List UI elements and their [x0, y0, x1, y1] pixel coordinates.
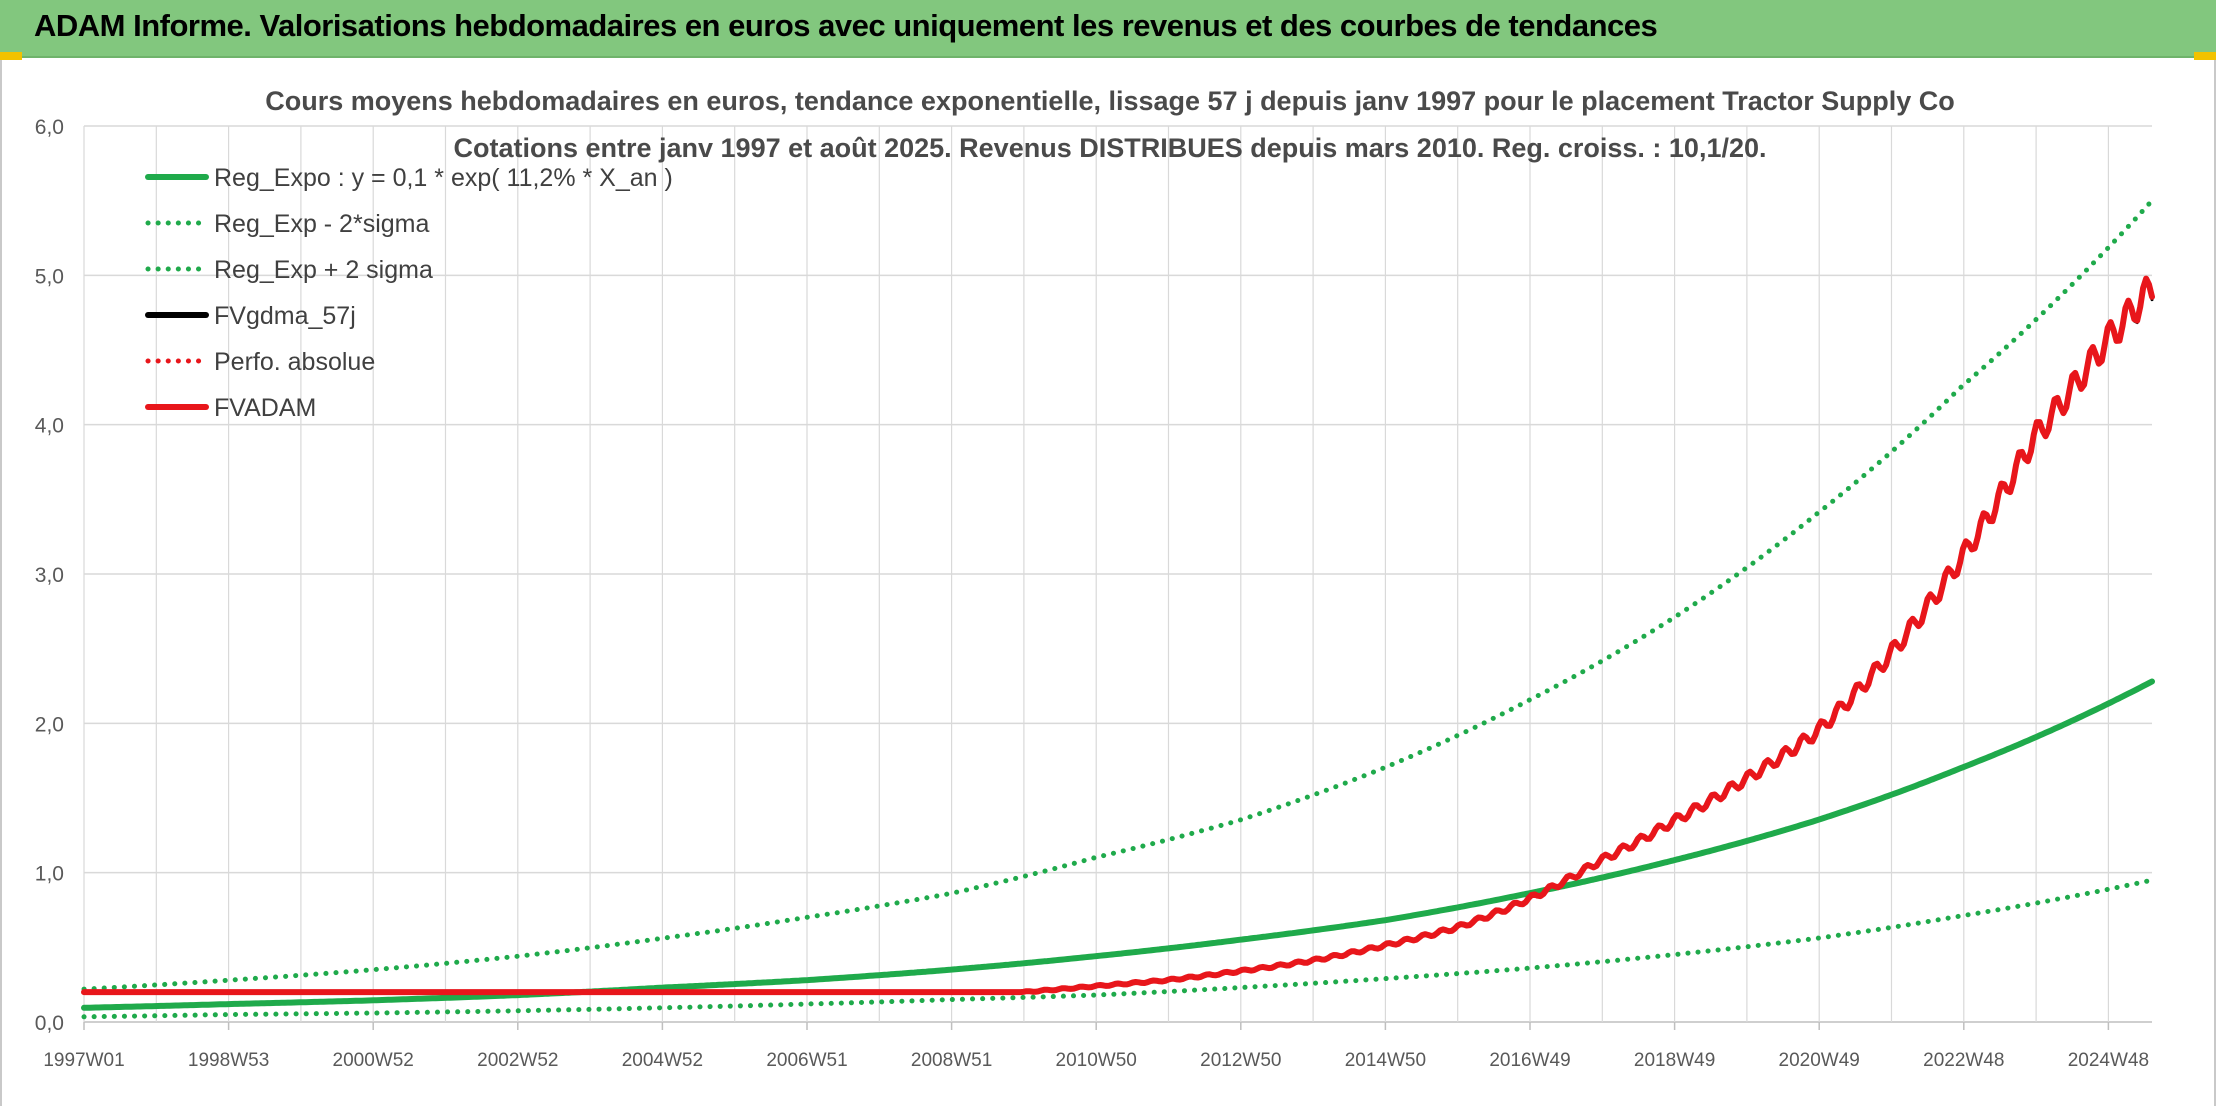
chart: 0,0 1,0 2,0 3,0 4,0 5,0 6,0 1997W01 1998W53 2000…: [35, 86, 2155, 1071]
x-tick-label: 2018W49: [1634, 1050, 1715, 1071]
chart-legend: Reg_Expo : y = 0,1 * exp( 11,2% * X_an )…: [145, 164, 673, 422]
chart-series: [81, 198, 2155, 1020]
x-tick-label: 2020W49: [1779, 1050, 1860, 1071]
x-axis-ticks: 1997W01 1998W53 2000W52 2002W52 2004W52 2006W…: [43, 1050, 2149, 1071]
left-corner-accent: [0, 52, 22, 60]
y-tick-label: 0,0: [35, 1012, 64, 1035]
legend-label: Reg_Exp - 2*sigma: [214, 210, 429, 238]
chart-frame: [0, 60, 2216, 1106]
y-axis-ticks: 0,0 1,0 2,0 3,0 4,0 5,0 6,0: [35, 116, 64, 1035]
right-corner-accent: [2194, 52, 2216, 60]
y-tick-label: 5,0: [35, 265, 64, 288]
legend-label: Reg_Exp + 2 sigma: [214, 256, 433, 284]
x-tick-label: 2016W49: [1489, 1050, 1570, 1071]
x-tick-label: 2002W52: [477, 1050, 558, 1071]
y-tick-label: 1,0: [35, 863, 64, 886]
legend-label: FVgdma_57j: [214, 302, 356, 330]
x-tick-label: 2014W50: [1345, 1050, 1426, 1071]
x-tick-label: 1997W01: [43, 1050, 124, 1071]
x-tick-label: 2006W51: [766, 1050, 847, 1071]
series-line-reg-expo-y-0-1-exp-11-2-x-an: [81, 678, 2155, 1011]
x-tick-label: 2022W48: [1923, 1050, 2004, 1071]
legend-label: FVADAM: [214, 394, 316, 422]
x-tick-label: 2024W48: [2068, 1050, 2149, 1071]
legend-label: Reg_Expo : y = 0,1 * exp( 11,2% * X_an ): [214, 164, 673, 192]
series-line-fvgdma-57j: [82, 279, 2154, 994]
x-tick-label: 2010W50: [1056, 1050, 1137, 1071]
chart-grid: [83, 125, 2152, 1030]
y-tick-label: 2,0: [35, 713, 64, 736]
y-tick-label: 4,0: [35, 415, 64, 438]
x-tick-label: 2004W52: [622, 1050, 703, 1071]
y-tick-label: 6,0: [35, 116, 64, 139]
series-line-reg-exp-2-sigma: [81, 877, 2155, 1020]
series-line-fvadam: [81, 275, 2155, 996]
legend-label: Perfo. absolue: [214, 348, 375, 376]
report-title: ADAM Informe. Valorisations hebdomadaire…: [34, 8, 1658, 43]
x-tick-label: 1998W53: [188, 1050, 269, 1071]
y-tick-label: 3,0: [35, 564, 64, 587]
x-tick-label: 2008W51: [911, 1050, 992, 1071]
x-tick-label: 2000W52: [333, 1050, 414, 1071]
x-tick-label: 2012W50: [1200, 1050, 1281, 1071]
chart-subtitle: Cotations entre janv 1997 et août 2025. …: [453, 133, 1766, 163]
report-header: ADAM Informe. Valorisations hebdomadaire…: [0, 0, 2216, 58]
series-line-reg-exp-2-sigma: [81, 198, 2155, 992]
chart-title: Cours moyens hebdomadaires en euros, ten…: [265, 86, 1955, 116]
